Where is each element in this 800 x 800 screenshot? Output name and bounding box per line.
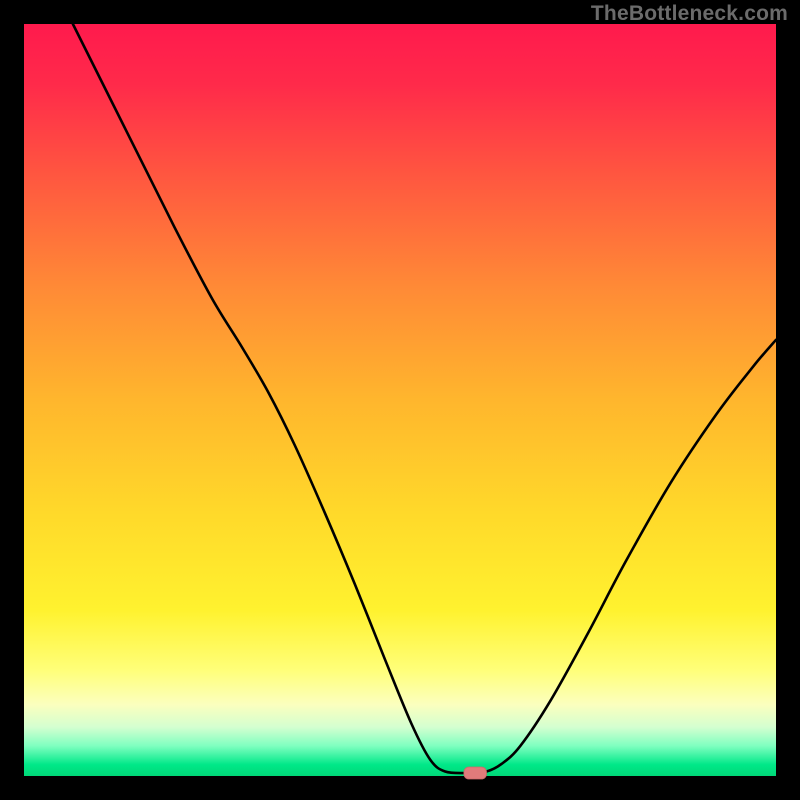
bottleneck-chart	[0, 0, 800, 800]
plot-background	[24, 24, 776, 776]
optimal-marker	[464, 767, 487, 779]
chart-frame: TheBottleneck.com	[0, 0, 800, 800]
